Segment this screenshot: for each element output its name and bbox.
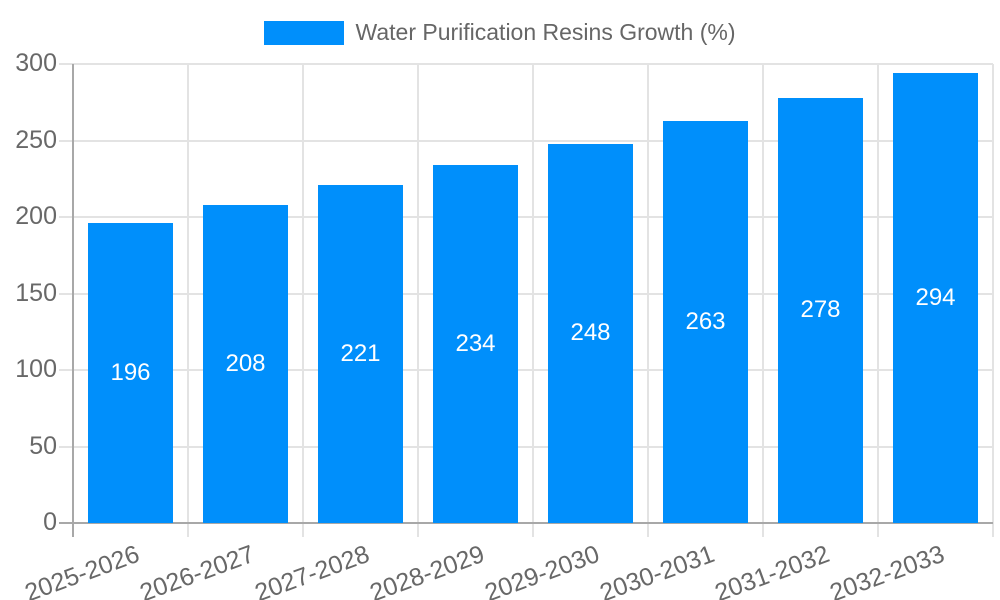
- gridline-horizontal: [59, 63, 993, 65]
- x-axis-tick-label: 2028-2029: [366, 540, 489, 600]
- gridline-vertical: [877, 64, 879, 537]
- x-axis-tick-label: 2030-2031: [596, 540, 719, 600]
- x-axis-tick-label: 2032-2033: [826, 540, 949, 600]
- y-axis-tick-label: 250: [15, 125, 57, 154]
- y-axis-tick-label: 50: [29, 431, 57, 460]
- y-axis-tick-label: 150: [15, 278, 57, 307]
- bar-2031-2032[interactable]: [778, 97, 863, 523]
- y-axis-tick-label: 100: [15, 354, 57, 383]
- gridline-vertical: [762, 64, 764, 537]
- gridline-horizontal: [59, 292, 993, 295]
- x-axis-tick-label: 2025-2026: [21, 540, 144, 600]
- gridline-horizontal: [59, 216, 993, 218]
- gridline-vertical: [187, 64, 189, 537]
- bar-value-label: 278: [800, 296, 841, 324]
- x-axis-tick-label: 2031-2032: [711, 540, 834, 600]
- bar-value-label: 196: [110, 359, 151, 387]
- y-axis-tick-label: 200: [15, 201, 57, 230]
- gridline-vertical: [532, 64, 534, 537]
- bar-2027-2028[interactable]: [318, 184, 403, 523]
- legend-label: Water Purification Resins Growth (%): [355, 19, 736, 45]
- x-axis-tick-label: 2026-2027: [136, 540, 259, 600]
- bar-value-label: 221: [340, 339, 381, 367]
- gridline-vertical: [647, 64, 649, 537]
- x-axis-tick-label: 2027-2028: [251, 540, 374, 600]
- bar-2026-2027[interactable]: [203, 204, 288, 523]
- bar-2030-2031[interactable]: [663, 120, 748, 523]
- y-axis-tick-label: 300: [15, 48, 57, 77]
- x-axis-line: [59, 522, 993, 524]
- gridline-vertical: [302, 64, 304, 537]
- bar-value-label: 294: [915, 284, 956, 312]
- legend-swatch: [264, 20, 345, 45]
- bar-value-label: 263: [685, 307, 726, 335]
- y-axis-tick-label: 0: [43, 507, 57, 536]
- gridline-horizontal: [59, 445, 993, 448]
- x-axis-tick-label: 2029-2030: [481, 540, 604, 600]
- bar-value-label: 248: [570, 319, 611, 347]
- bar-2028-2029[interactable]: [433, 164, 518, 523]
- bar-2025-2026[interactable]: [88, 223, 173, 523]
- gridline-vertical: [417, 64, 419, 537]
- bar-value-label: 208: [225, 349, 266, 377]
- bar-value-label: 234: [455, 329, 496, 357]
- bar-2032-2033[interactable]: [893, 73, 978, 523]
- chart-legend-item[interactable]: Water Purification Resins Growth (%): [0, 19, 1000, 46]
- bar-2029-2030[interactable]: [548, 143, 633, 523]
- y-axis-line: [72, 64, 74, 537]
- gridline-horizontal: [59, 369, 993, 371]
- gridline-horizontal: [59, 139, 993, 142]
- gridline-vertical: [992, 64, 994, 537]
